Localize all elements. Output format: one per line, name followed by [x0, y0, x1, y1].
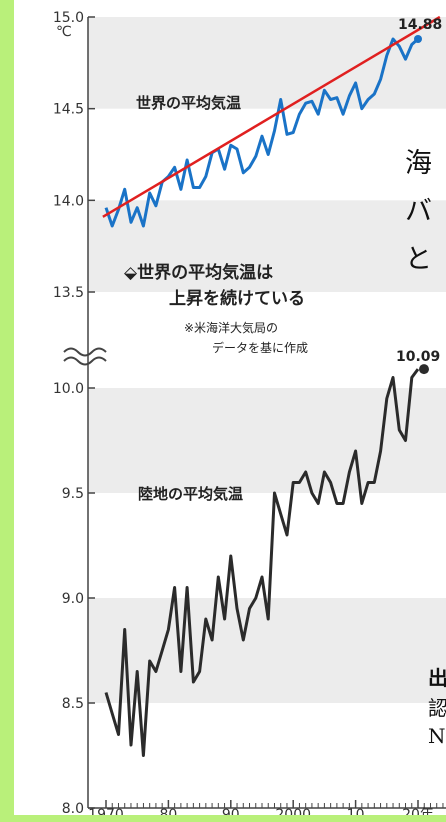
x-tick-label: 2000 [275, 807, 311, 815]
overlay-right-line-3: と [405, 244, 432, 275]
annotation-headline-2: 上昇を続けている [169, 288, 305, 309]
y-tick-label: 15.0 [53, 10, 84, 26]
overlay-bottom-line-2: 認 [428, 696, 446, 720]
bullet-icon: ⬙ [124, 263, 138, 283]
y-tick-label: 14.5 [53, 102, 84, 118]
x-tick-label: 80 [159, 807, 177, 815]
land-end-value-label: 10.09 [396, 349, 440, 365]
y-tick-group: 15.0 14.5 14.0 13.5 10.0 9.5 9.0 8.5 8.0 [53, 10, 95, 815]
x-tick-label: 10 [347, 807, 365, 815]
y-tick-label: 9.0 [62, 591, 84, 607]
global-temperature-line [104, 37, 419, 228]
land-band-0 [88, 388, 446, 493]
x-tick-label: 90 [222, 807, 240, 815]
land-end-marker [419, 364, 429, 375]
overlay-bottom-line-3: N [428, 724, 446, 748]
y-tick-label: 9.5 [62, 486, 84, 502]
y-tick-label: 8.0 [62, 801, 84, 815]
axis-break-icon [63, 347, 107, 366]
land-temperature-line [104, 368, 420, 757]
y-tick-label: 8.5 [62, 696, 84, 712]
y-tick-label: 10.0 [53, 381, 84, 397]
y-tick-label: 14.0 [53, 193, 84, 209]
x-tick-group: 1970 80 90 2000 10 20年 [88, 800, 444, 815]
global-series-title: 世界の平均気温 [136, 94, 241, 112]
land-series-title: 陸地の平均気温 [138, 485, 243, 503]
source-note-1: ※米海洋大気局の [184, 320, 278, 335]
global-end-value-label: 14.88 [398, 17, 442, 33]
annotation-headline-1: ⬙世界の平均気温は [124, 262, 273, 283]
overlay-right-line-1: 海 [405, 148, 432, 179]
temperature-chart: 15.0 14.5 14.0 13.5 10.0 9.5 9.0 8.5 8.0 1970 80 9… [53, 10, 446, 815]
x-tick-label: 1970 [88, 807, 124, 815]
trend-line [102, 15, 441, 218]
global-end-marker [414, 35, 422, 43]
global-band-1 [88, 200, 446, 292]
overlay-bottom-line-1: 出 [428, 666, 446, 690]
x-tick-label: 20年 [402, 807, 434, 815]
source-note-2: データを基に作成 [212, 340, 308, 355]
unit-label: ℃ [56, 24, 72, 40]
overlay-right-line-2: バ [405, 196, 432, 227]
y-tick-label: 13.5 [53, 285, 84, 301]
chart-panel: 15.0 14.5 14.0 13.5 10.0 9.5 9.0 8.5 8.0 1970 80 9… [14, 0, 446, 815]
